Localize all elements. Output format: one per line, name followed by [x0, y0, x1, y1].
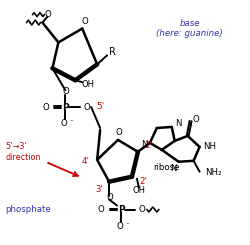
- Text: 4': 4': [81, 157, 89, 166]
- Text: O: O: [44, 10, 51, 19]
- Text: O: O: [42, 103, 49, 111]
- Text: O: O: [192, 114, 199, 123]
- Text: O: O: [98, 205, 104, 214]
- Text: ⁻: ⁻: [125, 220, 129, 229]
- Text: O: O: [82, 17, 88, 26]
- Text: ribose: ribose: [153, 163, 179, 172]
- Text: O: O: [84, 103, 90, 111]
- Text: ⁻: ⁻: [69, 118, 73, 126]
- Text: 2': 2': [139, 177, 147, 186]
- Text: OH: OH: [132, 186, 145, 195]
- Text: N: N: [176, 120, 182, 128]
- Text: base
(here: guanine): base (here: guanine): [156, 19, 223, 38]
- Text: NH₂: NH₂: [205, 168, 222, 177]
- Text: OH: OH: [82, 80, 95, 89]
- Text: phosphate: phosphate: [6, 205, 52, 214]
- Text: 1': 1': [144, 141, 152, 150]
- Text: P: P: [62, 103, 69, 111]
- Text: 3': 3': [95, 185, 103, 194]
- Text: O: O: [117, 222, 123, 231]
- Text: 5’→3’
direction: 5’→3’ direction: [6, 142, 41, 161]
- Text: N: N: [170, 164, 177, 173]
- Text: NH: NH: [203, 142, 216, 151]
- Text: O: O: [63, 87, 70, 96]
- Text: O: O: [138, 205, 145, 214]
- Text: 5': 5': [96, 102, 104, 110]
- Text: N: N: [141, 140, 147, 149]
- Text: O: O: [107, 193, 114, 202]
- Text: O: O: [116, 128, 122, 137]
- Text: O: O: [61, 120, 68, 128]
- Text: P: P: [118, 205, 124, 214]
- Text: R: R: [109, 47, 116, 57]
